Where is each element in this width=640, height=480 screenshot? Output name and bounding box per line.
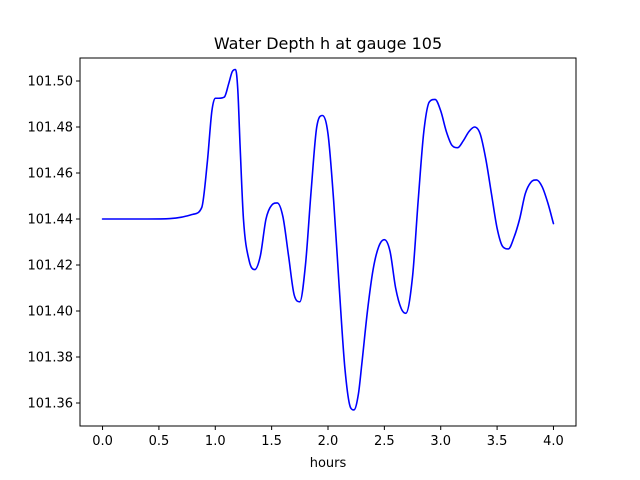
x-axis: 0.0 0.5 1.0 1.5 2.0 2.5 3.0 3.5 4.0 [92, 426, 564, 449]
x-tick-label: 3.0 [430, 434, 451, 449]
x-tick-label: 4.0 [543, 434, 564, 449]
x-tick-label: 1.0 [205, 434, 226, 449]
x-tick-label: 2.0 [318, 434, 339, 449]
y-tick-label: 101.50 [28, 75, 74, 90]
x-tick-label: 0.5 [149, 434, 170, 449]
y-tick-label: 101.36 [28, 397, 74, 412]
x-tick-label: 3.5 [487, 434, 508, 449]
plot-area-frame [79, 57, 577, 427]
y-tick-label: 101.46 [28, 167, 74, 182]
x-tick-label: 1.5 [261, 434, 282, 449]
y-tick-label: 101.48 [28, 121, 74, 136]
y-axis: 101.36 101.38 101.40 101.42 101.44 101.46 101.… [28, 75, 80, 412]
y-tick-label: 101.44 [28, 213, 74, 228]
x-tick-label: 2.5 [374, 434, 395, 449]
y-tick-label: 101.42 [28, 259, 74, 274]
x-tick-label: 0.0 [92, 434, 113, 449]
chart-title: Water Depth h at gauge 105 [214, 34, 442, 53]
y-tick-label: 101.38 [28, 351, 74, 366]
y-tick-label: 101.40 [28, 305, 74, 320]
series-line-1 [101, 68, 555, 411]
series-layer [101, 68, 555, 411]
x-axis-label: hours [310, 456, 347, 471]
